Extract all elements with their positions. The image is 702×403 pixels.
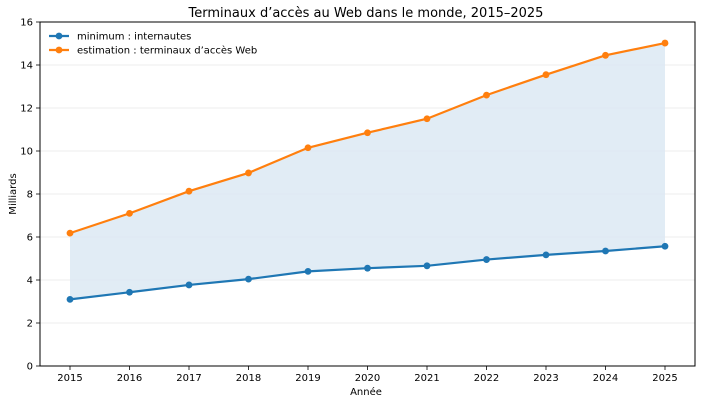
data-point: [185, 187, 193, 195]
fill-between-area: [70, 43, 665, 300]
y-tick-label: 10: [20, 147, 33, 158]
data-point: [423, 115, 431, 123]
y-tick-label: 6: [27, 233, 33, 244]
series-layer: [66, 39, 669, 303]
y-tick-label: 2: [27, 319, 33, 330]
data-point: [126, 209, 133, 217]
data-point: [245, 275, 252, 283]
x-tick-label: 2020: [355, 373, 380, 384]
data-point: [364, 129, 371, 137]
y-tick-label: 14: [20, 61, 33, 72]
data-point: [304, 268, 312, 275]
x-tick-label: 2021: [414, 373, 439, 384]
data-point: [661, 242, 669, 250]
y-axis: 0 2 4 6 8 10 12 14 16: [20, 18, 40, 373]
data-point: [245, 169, 252, 177]
y-tick-label: 0: [27, 362, 33, 373]
series-internautes: [66, 242, 669, 303]
data-point: [66, 295, 74, 303]
legend-entry: minimum : internautes: [49, 32, 191, 43]
data-point: [602, 51, 609, 59]
x-tick-label: 2025: [652, 373, 677, 384]
x-axis-label: Année: [350, 386, 382, 398]
data-point: [66, 229, 74, 237]
x-tick-label: 2023: [533, 373, 558, 384]
x-tick-label: 2022: [474, 373, 499, 384]
data-point: [661, 39, 669, 47]
x-tick-label: 2017: [176, 373, 201, 384]
data-point: [483, 91, 490, 99]
legend-label: minimum : internautes: [77, 32, 191, 43]
x-tick-label: 2019: [295, 373, 320, 384]
data-point: [423, 262, 431, 270]
data-point: [542, 71, 550, 79]
y-tick-label: 16: [20, 18, 33, 29]
legend-entry: estimation : terminaux d’accès Web: [49, 45, 257, 57]
y-tick-label: 4: [27, 276, 33, 287]
x-tick-label: 2024: [593, 373, 618, 384]
y-tick-label: 8: [27, 190, 33, 201]
data-point: [364, 264, 371, 272]
x-axis: 2015 2016 2017 2018 2019 2020 2021 2022 2023 2024…: [57, 366, 678, 384]
series-terminaux: [66, 39, 669, 237]
y-tick-label: 12: [20, 104, 33, 115]
x-tick-label: 2016: [117, 373, 142, 384]
data-point: [602, 247, 609, 255]
chart-title: Terminaux d’accès au Web dans le monde, …: [188, 6, 544, 21]
data-point: [483, 256, 490, 263]
data-point: [126, 288, 133, 296]
y-axis-label: Milliards: [8, 173, 19, 214]
legend-marker: [55, 46, 63, 54]
legend: minimum : internautes estimation : termin…: [49, 32, 257, 57]
data-point: [185, 281, 193, 289]
data-point: [304, 144, 312, 152]
x-tick-label: 2015: [57, 373, 82, 384]
legend-marker: [55, 32, 63, 40]
data-point: [542, 251, 550, 259]
x-tick-label: 2018: [236, 373, 261, 384]
legend-label: estimation : terminaux d’accès Web: [77, 45, 257, 57]
